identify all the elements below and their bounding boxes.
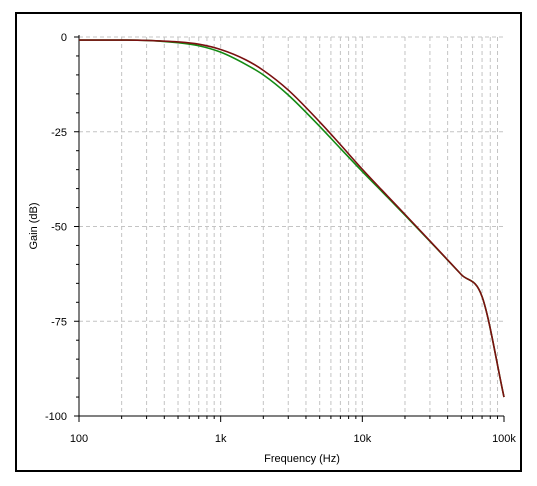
x-tick-label: 1k [215, 433, 227, 445]
y-tick-label: -50 [51, 222, 67, 234]
y-tick-label: 0 [61, 32, 67, 44]
x-axis-title: Frequency (Hz) [264, 453, 340, 465]
y-tick-label: -75 [51, 316, 67, 328]
series-line-1 [78, 39, 505, 398]
x-tick-label: 100 [70, 433, 88, 445]
y-tick-label: -100 [45, 411, 67, 423]
series-lines [78, 39, 505, 398]
x-tick-label: 100k [492, 433, 516, 445]
x-tick-label: 10k [353, 433, 371, 445]
grid-lines [79, 36, 504, 416]
plot-axes [74, 35, 505, 422]
chart-frame [15, 12, 522, 472]
y-axis-title: Gain (dB) [28, 202, 40, 249]
y-tick-label: -25 [51, 127, 67, 139]
